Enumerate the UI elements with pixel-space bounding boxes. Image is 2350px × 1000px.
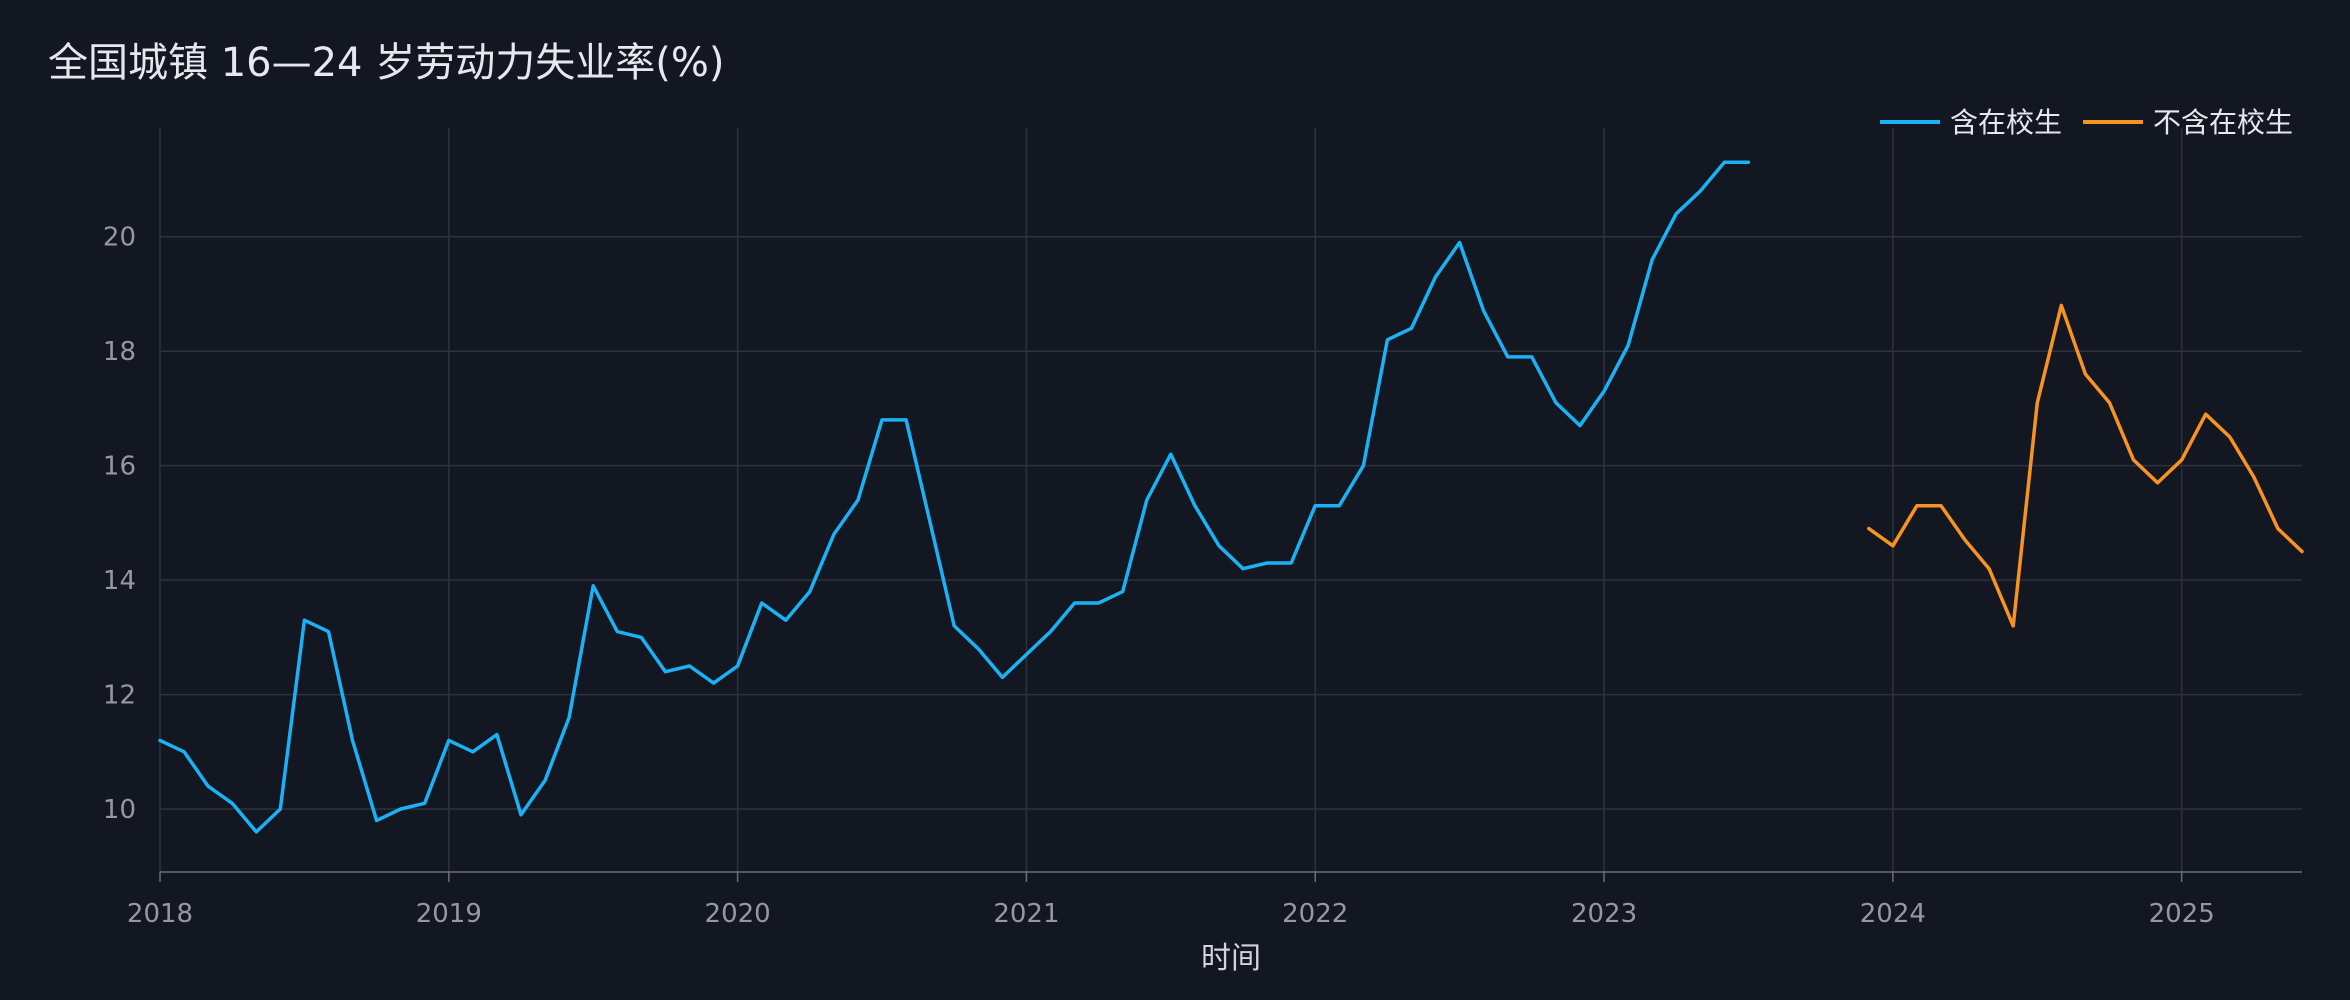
x-tick-label: 2018 bbox=[127, 899, 193, 929]
chart-title: 全国城镇 16—24 岁劳动力失业率(%) bbox=[48, 40, 725, 86]
y-tick-label: 14 bbox=[103, 566, 136, 596]
y-tick-label: 16 bbox=[103, 452, 136, 482]
legend-label-series-1[interactable]: 不含在校生 bbox=[2153, 106, 2293, 139]
x-tick-label: 2019 bbox=[416, 899, 482, 929]
x-axis-title: 时间 bbox=[1201, 941, 1261, 976]
legend[interactable]: 含在校生 不含在校生 bbox=[1880, 106, 2293, 139]
x-tick-label: 2021 bbox=[993, 899, 1059, 929]
x-tick-label: 2020 bbox=[705, 899, 771, 929]
series-line-0[interactable] bbox=[158, 160, 1751, 834]
series-line-1[interactable] bbox=[1867, 303, 2304, 628]
x-tick-label: 2024 bbox=[1860, 899, 1926, 929]
y-tick-label: 20 bbox=[103, 223, 136, 253]
tick-labels: 10 12 14 16 18 20 2018 2019 2020 2021 2022 2023 2024… bbox=[103, 223, 2215, 929]
x-tick-label: 2023 bbox=[1571, 899, 1637, 929]
y-tick-label: 12 bbox=[103, 681, 136, 711]
y-tick-label: 18 bbox=[103, 337, 136, 367]
y-tick-label: 10 bbox=[103, 795, 136, 825]
gridlines bbox=[159, 128, 2302, 872]
series-lines bbox=[158, 160, 2304, 834]
legend-label-series-0[interactable]: 含在校生 bbox=[1950, 106, 2062, 139]
x-tick-label: 2022 bbox=[1282, 899, 1348, 929]
x-tick-label: 2025 bbox=[2149, 899, 2215, 929]
